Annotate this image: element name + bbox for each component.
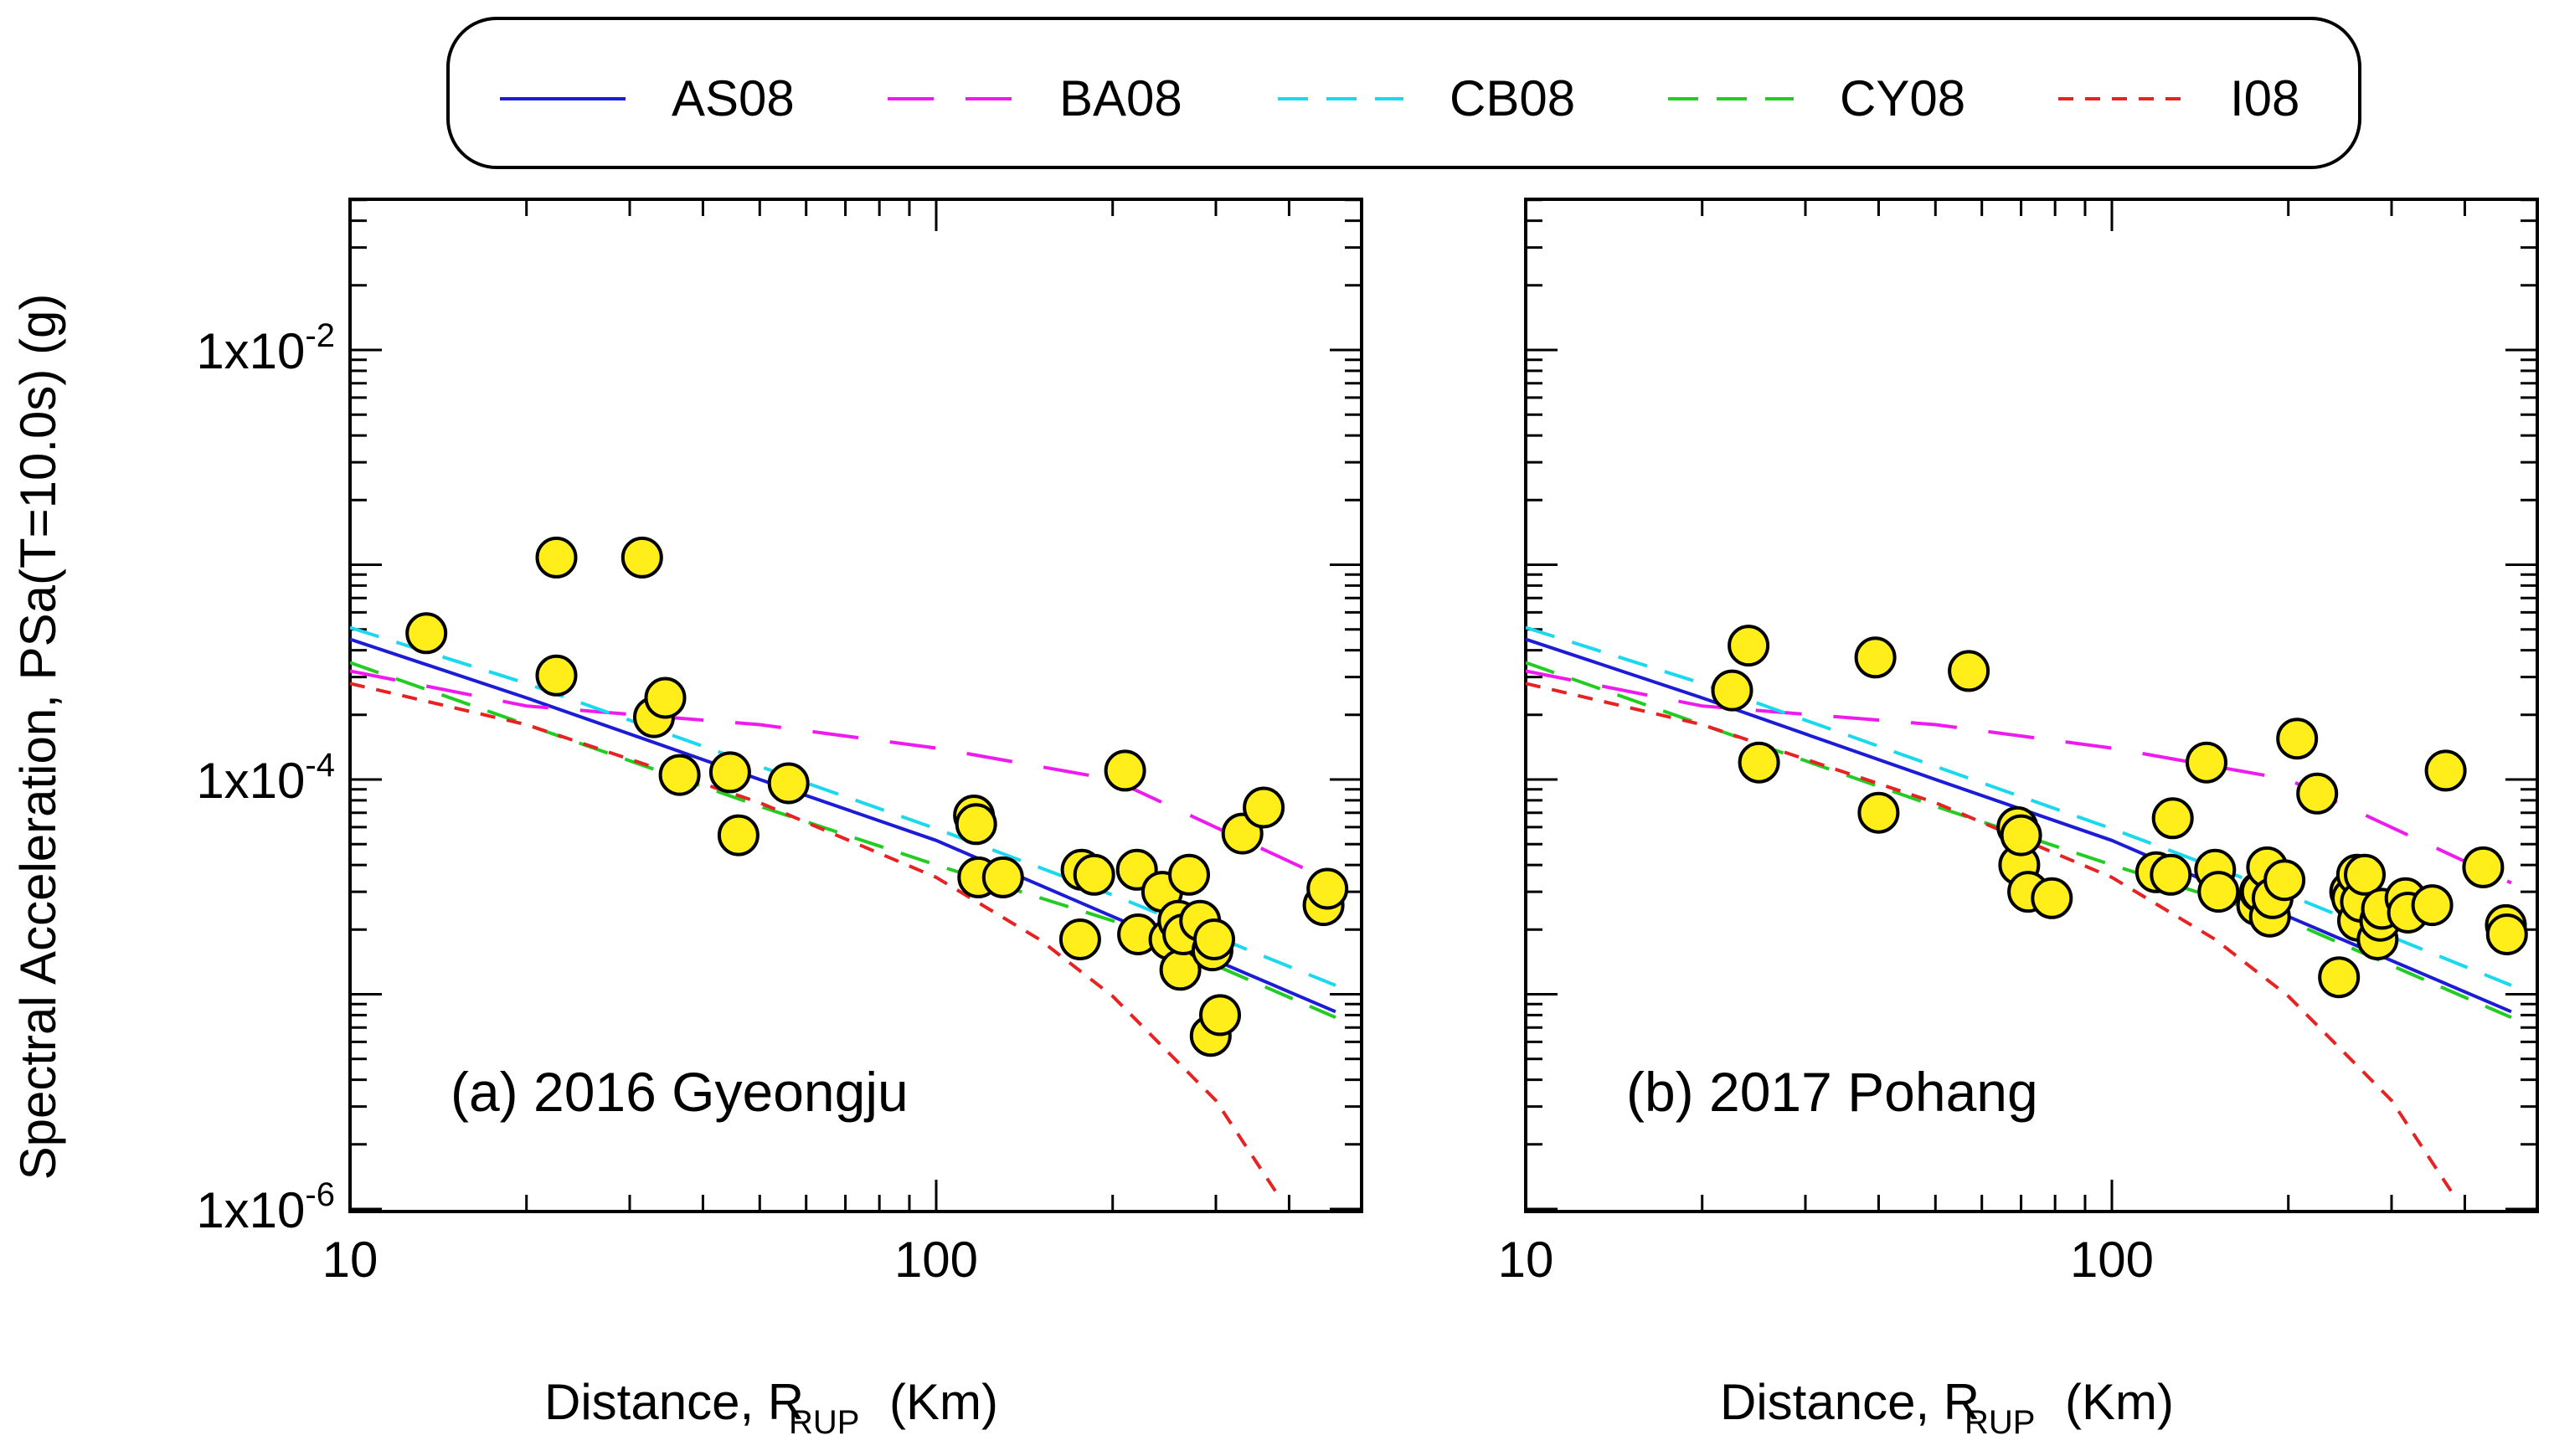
x-tick-label: 100 bbox=[2070, 1232, 2154, 1288]
data-point bbox=[981, 856, 1024, 898]
curve-i08 bbox=[1526, 682, 2454, 1193]
axis-ticks bbox=[348, 198, 1362, 1212]
data-point bbox=[767, 762, 810, 805]
data-point bbox=[1243, 786, 1285, 829]
data-point bbox=[1948, 650, 1990, 692]
legend: AS08 BA08 CB08 CY08 I08 bbox=[446, 17, 2361, 169]
x-axis-label-a: Distance, R RUP (Km) bbox=[544, 1374, 998, 1441]
data-point bbox=[1168, 853, 1210, 896]
curve-cb08 bbox=[1526, 625, 2512, 987]
x-axis-label-sub: RUP bbox=[789, 1404, 859, 1441]
data-point bbox=[2485, 913, 2528, 955]
data-point bbox=[1058, 918, 1101, 960]
legend-box bbox=[446, 17, 2361, 169]
x-axis-label-b: Distance, R RUP (Km) bbox=[1720, 1374, 2174, 1441]
data-point bbox=[2197, 871, 2240, 913]
legend-label-ba08: BA08 bbox=[1059, 70, 1182, 126]
data-point bbox=[2031, 877, 2073, 919]
y-axis-label: Spectral Acceleration, PSa(T=10.0s) (g) bbox=[10, 294, 66, 1181]
x-axis-label-sub: RUP bbox=[1965, 1404, 2035, 1441]
data-point bbox=[1193, 918, 1235, 960]
panel-title: (b) 2017 Pohang bbox=[1626, 1061, 2038, 1123]
curve-ba08 bbox=[350, 669, 1336, 885]
data-point bbox=[1711, 669, 1753, 712]
data-point bbox=[2263, 859, 2306, 902]
data-point bbox=[621, 536, 663, 579]
data-point bbox=[1306, 867, 1349, 910]
axis-ticks bbox=[1524, 198, 2537, 1212]
x-tick-label: 100 bbox=[894, 1232, 978, 1288]
data-point bbox=[708, 751, 751, 794]
data-point bbox=[2411, 884, 2454, 927]
data-point bbox=[2276, 718, 2319, 760]
curve-cb08 bbox=[350, 625, 1336, 987]
observed-points bbox=[405, 536, 1349, 1057]
legend-label-as08: AS08 bbox=[672, 70, 795, 126]
plot-frame bbox=[348, 198, 1363, 1213]
curve-i08 bbox=[350, 682, 1278, 1193]
data-point bbox=[955, 803, 997, 846]
curve-cy08 bbox=[1526, 661, 2512, 1020]
y-tick-label: 1x10-6 bbox=[196, 1176, 335, 1238]
data-point bbox=[658, 754, 701, 796]
data-point bbox=[2344, 853, 2386, 896]
plot-frame bbox=[1524, 198, 2539, 1213]
legend-label-i08: I08 bbox=[2230, 70, 2299, 126]
data-point bbox=[1104, 749, 1146, 792]
y-tick-label: 1x10-2 bbox=[196, 317, 335, 379]
data-point bbox=[1199, 994, 1241, 1037]
observed-points bbox=[1711, 625, 2528, 999]
x-axis-label-main: Distance, R bbox=[1720, 1374, 1980, 1430]
x-tick-label: 10 bbox=[322, 1232, 378, 1288]
data-point bbox=[1738, 741, 1780, 784]
data-point bbox=[717, 814, 760, 857]
data-point bbox=[2000, 814, 2042, 857]
panel-b: 10 100 (b) 2017 Pohang bbox=[1498, 198, 2539, 1288]
data-point bbox=[1073, 853, 1115, 896]
data-point bbox=[405, 612, 448, 655]
legend-label-cb08: CB08 bbox=[1450, 70, 1575, 126]
x-tick-label: 10 bbox=[1498, 1232, 1554, 1288]
panel-title: (a) 2016 Gyeongju bbox=[451, 1061, 909, 1123]
x-axis-label-unit: (Km) bbox=[889, 1374, 998, 1430]
data-point bbox=[1857, 791, 1900, 834]
data-point bbox=[2296, 772, 2339, 815]
data-point bbox=[2186, 741, 2227, 784]
data-point bbox=[2150, 853, 2192, 896]
data-point bbox=[535, 654, 578, 697]
data-point bbox=[1728, 625, 1770, 667]
y-tick-label: 1x10-4 bbox=[196, 747, 335, 809]
x-axis-label-unit: (Km) bbox=[2065, 1374, 2174, 1430]
panel-a: 10 100 1x10-2 1x10-4 1x10-6 (a) 2016 Gyeongju bbox=[196, 198, 1363, 1288]
data-point bbox=[2462, 846, 2505, 888]
data-point bbox=[644, 677, 687, 719]
data-point bbox=[535, 536, 578, 579]
data-point bbox=[1854, 636, 1897, 679]
x-axis-label-main: Distance, R bbox=[544, 1374, 804, 1430]
data-point bbox=[2151, 797, 2194, 840]
data-point bbox=[2318, 956, 2361, 999]
data-point bbox=[2424, 749, 2467, 792]
legend-label-cy08: CY08 bbox=[1840, 70, 1965, 126]
